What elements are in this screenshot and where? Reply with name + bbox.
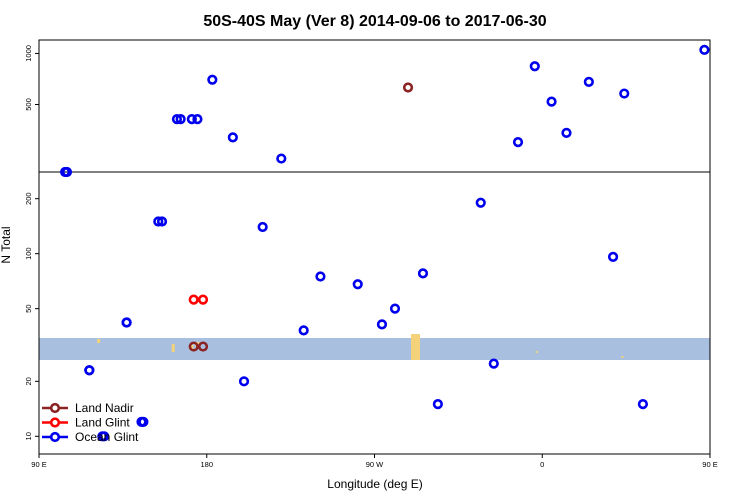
- highlight-band: [39, 334, 710, 360]
- data-point: [619, 88, 630, 99]
- y-tick-label: 100: [24, 247, 33, 260]
- data-point: [488, 358, 499, 369]
- legend-label: Land Glint: [75, 416, 130, 430]
- y-tick-label: 20: [24, 377, 33, 385]
- data-point: [227, 132, 238, 143]
- y-tick-label: 50: [24, 304, 33, 312]
- y-axis-label: N Total: [0, 226, 13, 263]
- x-tick-label: 90 E: [31, 460, 46, 469]
- data-point: [207, 74, 218, 85]
- data-point: [186, 114, 197, 125]
- data-point: [171, 114, 183, 125]
- x-tick-label: 0: [540, 460, 544, 469]
- data-point: [417, 268, 429, 279]
- land-mark: [171, 344, 175, 352]
- legend-label: Land Nadir: [75, 401, 134, 415]
- y-tick-label: 500: [24, 98, 33, 111]
- y-axis: 500 1000 10 20 50 100 200: [24, 45, 39, 440]
- data-point: [402, 82, 414, 93]
- data-point: [298, 325, 309, 336]
- data-point: [637, 399, 649, 410]
- lower-plot-frame: [38, 171, 711, 455]
- x-tick-label: 180: [200, 460, 213, 469]
- band-fill: [39, 338, 710, 360]
- data-point: [138, 416, 149, 427]
- data-point: [529, 61, 540, 72]
- land-mark: [411, 334, 421, 360]
- data-point: [432, 399, 443, 410]
- data-point: [389, 303, 401, 314]
- data-point: [352, 279, 363, 290]
- data-point: [61, 166, 73, 178]
- data-point: [192, 114, 203, 125]
- legend-label: Ocean Glint: [75, 430, 139, 444]
- legend-marker: [49, 417, 61, 428]
- data-point: [376, 319, 388, 330]
- land-mark: [97, 339, 101, 343]
- x-axis-label: Longitude (deg E): [327, 477, 422, 491]
- data-point: [238, 376, 250, 387]
- data-point: [699, 44, 710, 55]
- data-point: [561, 127, 572, 139]
- x-tick-label: 90 E: [702, 460, 717, 469]
- data-point: [197, 341, 209, 352]
- data-point: [475, 197, 486, 208]
- data-point: [583, 76, 594, 87]
- data-point: [512, 137, 524, 148]
- data-point: [99, 431, 110, 442]
- upper-plot-frame: [38, 39, 711, 173]
- data-point: [121, 317, 132, 328]
- data-point: [315, 271, 326, 282]
- y-tick-label: 10: [24, 432, 33, 440]
- data-point: [257, 221, 268, 233]
- data-point: [197, 294, 209, 305]
- legend-marker: [49, 431, 61, 443]
- legend-marker: [49, 402, 61, 414]
- x-tick-label: 90 W: [366, 460, 384, 469]
- data-point: [607, 251, 619, 263]
- data-point: [546, 96, 557, 107]
- y-tick-label: 1000: [24, 45, 33, 62]
- data-point: [153, 216, 164, 227]
- chart-title: 50S-40S May (Ver 8) 2014-09-06 to 2017-0…: [203, 13, 546, 30]
- y-tick-label: 200: [24, 192, 33, 205]
- data-points: [59, 44, 710, 442]
- data-point: [175, 114, 186, 125]
- data-point: [188, 294, 199, 305]
- land-mark: [535, 351, 538, 353]
- data-point: [188, 341, 199, 352]
- data-point: [156, 216, 168, 227]
- land-mark: [190, 345, 194, 351]
- data-point: [276, 153, 287, 164]
- data-point: [84, 365, 95, 376]
- land-mark: [621, 356, 624, 358]
